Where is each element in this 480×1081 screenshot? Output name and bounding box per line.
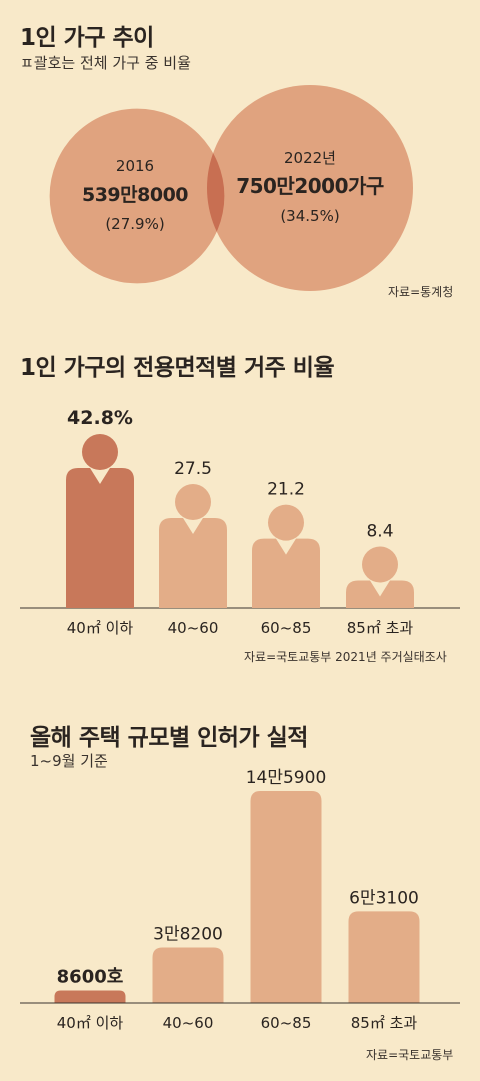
person-body-0 bbox=[66, 468, 134, 608]
people-value-label-1: 27.5 bbox=[174, 459, 212, 479]
bubble-1 bbox=[207, 85, 413, 291]
section1-source: 자료=통계청 bbox=[388, 285, 454, 299]
section3-title: 올해 주택 규모별 인허가 실적 bbox=[30, 725, 308, 751]
section1-subtitle: ㅍ괄호는 전체 가구 중 비율 bbox=[20, 54, 191, 72]
permit-value-label-3: 6만3100 bbox=[349, 888, 419, 908]
person-body-2 bbox=[252, 538, 320, 608]
permit-bar-2 bbox=[250, 791, 322, 1003]
bubble-share-1: (34.5%) bbox=[280, 207, 339, 225]
bubble-chart: 2016 539만8000 (27.9%) 2022년 750만2000가구 (34.5%… bbox=[49, 85, 413, 291]
permit-value-label-1: 3만8200 bbox=[153, 924, 223, 944]
person-head-2 bbox=[268, 504, 304, 541]
bubble-year-1: 2022년 bbox=[284, 149, 336, 167]
bubble-share-0: (27.9%) bbox=[105, 215, 164, 233]
permit-category-label-3: 85㎡ 초과 bbox=[351, 1014, 418, 1032]
people-category-label-1: 40~60 bbox=[168, 619, 219, 637]
people-value-label-3: 8.4 bbox=[366, 522, 393, 542]
permit-value-label-0: 8600호 bbox=[57, 967, 124, 988]
bubble-0 bbox=[49, 108, 225, 284]
person-body-1 bbox=[159, 518, 227, 608]
permit-bar-3 bbox=[348, 911, 420, 1003]
section2-title: 1인 가구의 전용면적별 거주 비율 bbox=[20, 355, 335, 381]
section1-title: 1인 가구 추이 bbox=[20, 25, 154, 51]
permit-bar-1 bbox=[152, 947, 224, 1003]
people-category-label-3: 85㎡ 초과 bbox=[347, 619, 414, 637]
permit-bar-0 bbox=[54, 990, 126, 1003]
person-head-3 bbox=[362, 546, 398, 583]
person-head-1 bbox=[175, 484, 211, 521]
people-category-label-2: 60~85 bbox=[261, 619, 312, 637]
bubble-value-0: 539만8000 bbox=[82, 184, 188, 206]
section3-subtitle: 1~9월 기준 bbox=[30, 752, 108, 770]
bubble-year-0: 2016 bbox=[116, 157, 154, 175]
people-category-label-0: 40㎡ 이하 bbox=[67, 619, 134, 637]
people-value-label-0: 42.8% bbox=[67, 407, 133, 429]
permit-bar-chart: 8600호 40㎡ 이하 3만8200 40~60 14만5900 60~85 6만3100… bbox=[20, 768, 460, 1032]
section3-source: 자료=국토교통부 bbox=[366, 1048, 454, 1062]
permit-category-label-2: 60~85 bbox=[261, 1014, 312, 1032]
section2-source: 자료=국토교통부 2021년 주거실태조사 bbox=[244, 650, 447, 664]
permit-category-label-1: 40~60 bbox=[163, 1014, 214, 1032]
people-bar-chart: 42.8% 40㎡ 이하 27.5 40~60 21.2 60~85 8.4 85㎡ 초과 bbox=[20, 407, 460, 637]
person-body-3 bbox=[346, 580, 414, 608]
people-value-label-2: 21.2 bbox=[267, 480, 305, 500]
permit-category-label-0: 40㎡ 이하 bbox=[57, 1014, 124, 1032]
bubble-value-1: 750만2000가구 bbox=[236, 174, 384, 198]
permit-value-label-2: 14만5900 bbox=[246, 768, 327, 788]
person-head-0 bbox=[82, 434, 118, 470]
